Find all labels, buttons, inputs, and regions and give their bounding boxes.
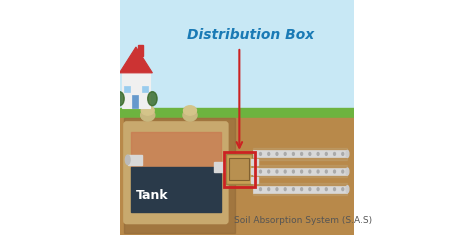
- Text: Soil Absorption System (S.A.S): Soil Absorption System (S.A.S): [234, 216, 372, 225]
- Bar: [132, 95, 138, 108]
- Text: Distribution Box: Distribution Box: [188, 28, 315, 42]
- Polygon shape: [119, 47, 153, 73]
- Ellipse shape: [292, 170, 294, 173]
- FancyBboxPatch shape: [229, 158, 249, 180]
- Bar: [254, 150, 347, 157]
- Ellipse shape: [342, 188, 344, 191]
- Ellipse shape: [126, 155, 130, 164]
- Ellipse shape: [342, 170, 344, 173]
- Bar: [254, 186, 347, 193]
- Ellipse shape: [183, 106, 196, 115]
- FancyBboxPatch shape: [227, 154, 252, 184]
- Bar: [138, 45, 143, 56]
- Ellipse shape: [292, 153, 294, 155]
- Bar: [131, 167, 220, 212]
- Bar: [122, 73, 150, 108]
- Ellipse shape: [346, 186, 349, 193]
- Bar: [131, 132, 220, 169]
- Ellipse shape: [260, 188, 262, 191]
- Ellipse shape: [268, 170, 270, 173]
- Ellipse shape: [148, 92, 157, 106]
- Ellipse shape: [115, 92, 124, 106]
- Text: Tank: Tank: [136, 188, 169, 202]
- Bar: [124, 118, 235, 233]
- Ellipse shape: [268, 188, 270, 191]
- Ellipse shape: [292, 188, 294, 191]
- Bar: [142, 86, 148, 92]
- Ellipse shape: [317, 188, 319, 191]
- Ellipse shape: [346, 168, 349, 175]
- Bar: [119, 118, 355, 235]
- Ellipse shape: [334, 170, 336, 173]
- Bar: [124, 86, 130, 92]
- Bar: [251, 159, 258, 164]
- Ellipse shape: [276, 188, 278, 191]
- Bar: [254, 168, 347, 175]
- Bar: [119, 108, 355, 127]
- Ellipse shape: [183, 109, 197, 121]
- Ellipse shape: [325, 170, 327, 173]
- Bar: [254, 165, 347, 177]
- Ellipse shape: [342, 153, 344, 155]
- Ellipse shape: [325, 188, 327, 191]
- Ellipse shape: [334, 153, 336, 155]
- Bar: [251, 168, 258, 174]
- FancyBboxPatch shape: [124, 122, 228, 223]
- Ellipse shape: [325, 153, 327, 155]
- Ellipse shape: [301, 153, 302, 155]
- Ellipse shape: [309, 170, 311, 173]
- Ellipse shape: [141, 109, 155, 121]
- Ellipse shape: [334, 188, 336, 191]
- Ellipse shape: [317, 153, 319, 155]
- Ellipse shape: [260, 170, 262, 173]
- Ellipse shape: [268, 153, 270, 155]
- Ellipse shape: [301, 188, 302, 191]
- Bar: [128, 155, 142, 164]
- Bar: [119, 0, 355, 113]
- Ellipse shape: [284, 153, 286, 155]
- Ellipse shape: [284, 170, 286, 173]
- Bar: [251, 177, 258, 183]
- Bar: [254, 183, 347, 195]
- Ellipse shape: [276, 153, 278, 155]
- Ellipse shape: [309, 188, 311, 191]
- Ellipse shape: [346, 150, 349, 157]
- Ellipse shape: [276, 170, 278, 173]
- Ellipse shape: [309, 153, 311, 155]
- Ellipse shape: [260, 153, 262, 155]
- Ellipse shape: [301, 170, 302, 173]
- Bar: [254, 148, 347, 160]
- Bar: [213, 162, 230, 172]
- Ellipse shape: [141, 106, 154, 115]
- Ellipse shape: [317, 170, 319, 173]
- Ellipse shape: [284, 188, 286, 191]
